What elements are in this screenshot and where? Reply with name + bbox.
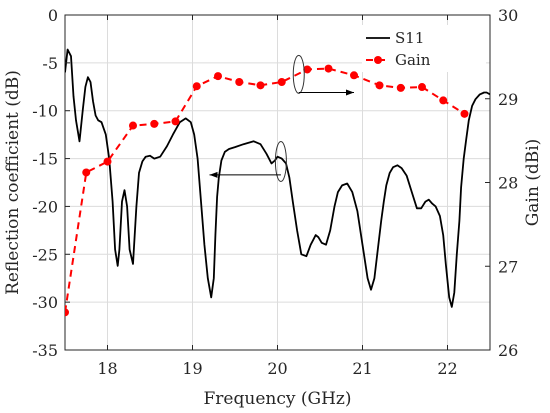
y-left-tick-label: -10 [32, 102, 58, 121]
x-tick-label: 18 [97, 359, 117, 378]
data-point-gain [256, 81, 265, 90]
x-tick-label: 22 [437, 359, 457, 378]
data-point-gain [460, 109, 469, 118]
legend-background [362, 25, 486, 72]
y-left-tick-label: -20 [32, 197, 58, 216]
y-right-tick-label: 30 [498, 6, 518, 25]
annotation-arrowhead-gain [346, 89, 354, 96]
data-point-gain [396, 83, 405, 92]
data-point-gain [82, 168, 91, 177]
x-tick-label: 19 [182, 359, 202, 378]
data-point-gain [324, 64, 333, 73]
data-point-gain [192, 82, 201, 91]
data-point-gain [439, 96, 448, 105]
ticks: 18 19 20 21 22 0 -5 -10 -15 -20 -25 -30 -35 30 29 28 27 2… [32, 6, 518, 378]
y-left-tick-label: -35 [32, 341, 58, 360]
y-left-axis-title: Reflection coefficient (dB) [3, 70, 23, 295]
y-left-tick-label: -15 [32, 150, 58, 169]
y-right-tick-label: 29 [498, 90, 518, 109]
y-right-tick-label: 27 [498, 257, 518, 276]
y-right-tick-label: 28 [498, 174, 518, 193]
series-line-s11 [65, 48, 490, 308]
data-point-gain [277, 78, 286, 86]
x-axis-title: Frequency (GHz) [204, 389, 352, 409]
x-tick-label: 21 [352, 359, 372, 378]
data-point-gain [303, 65, 312, 74]
data-point-gain [129, 121, 137, 130]
data-point-gain [375, 81, 384, 90]
x-tick-label: 20 [267, 359, 287, 378]
y-right-tick-label: 26 [498, 341, 518, 360]
legend-label-gain: Gain [395, 51, 431, 69]
y-left-tick-label: -25 [32, 245, 58, 264]
legend-label-s11: S11 [395, 29, 424, 47]
y-left-tick-label: -30 [32, 293, 58, 312]
annotations [209, 54, 354, 182]
annotation-arrowhead-s11 [209, 171, 218, 178]
data-point-gain [65, 308, 69, 317]
series-layer [65, 48, 490, 317]
y-right-axis-title: Gain (dBi) [523, 139, 543, 227]
y-left-tick-label: 0 [48, 6, 58, 25]
data-point-gain [214, 72, 222, 81]
legend-marker-gain [374, 56, 382, 64]
annotation-ellipse-gain [292, 54, 305, 94]
data-point-gain [350, 71, 358, 80]
data-point-gain [418, 83, 426, 92]
data-point-gain [103, 157, 112, 166]
legend: S11 Gain [362, 25, 486, 72]
y-left-tick-label: -5 [42, 54, 58, 73]
data-point-gain [235, 78, 244, 86]
annotation-ellipse-s11 [274, 140, 287, 182]
data-point-gain [150, 119, 159, 128]
data-point-gain [171, 117, 180, 126]
